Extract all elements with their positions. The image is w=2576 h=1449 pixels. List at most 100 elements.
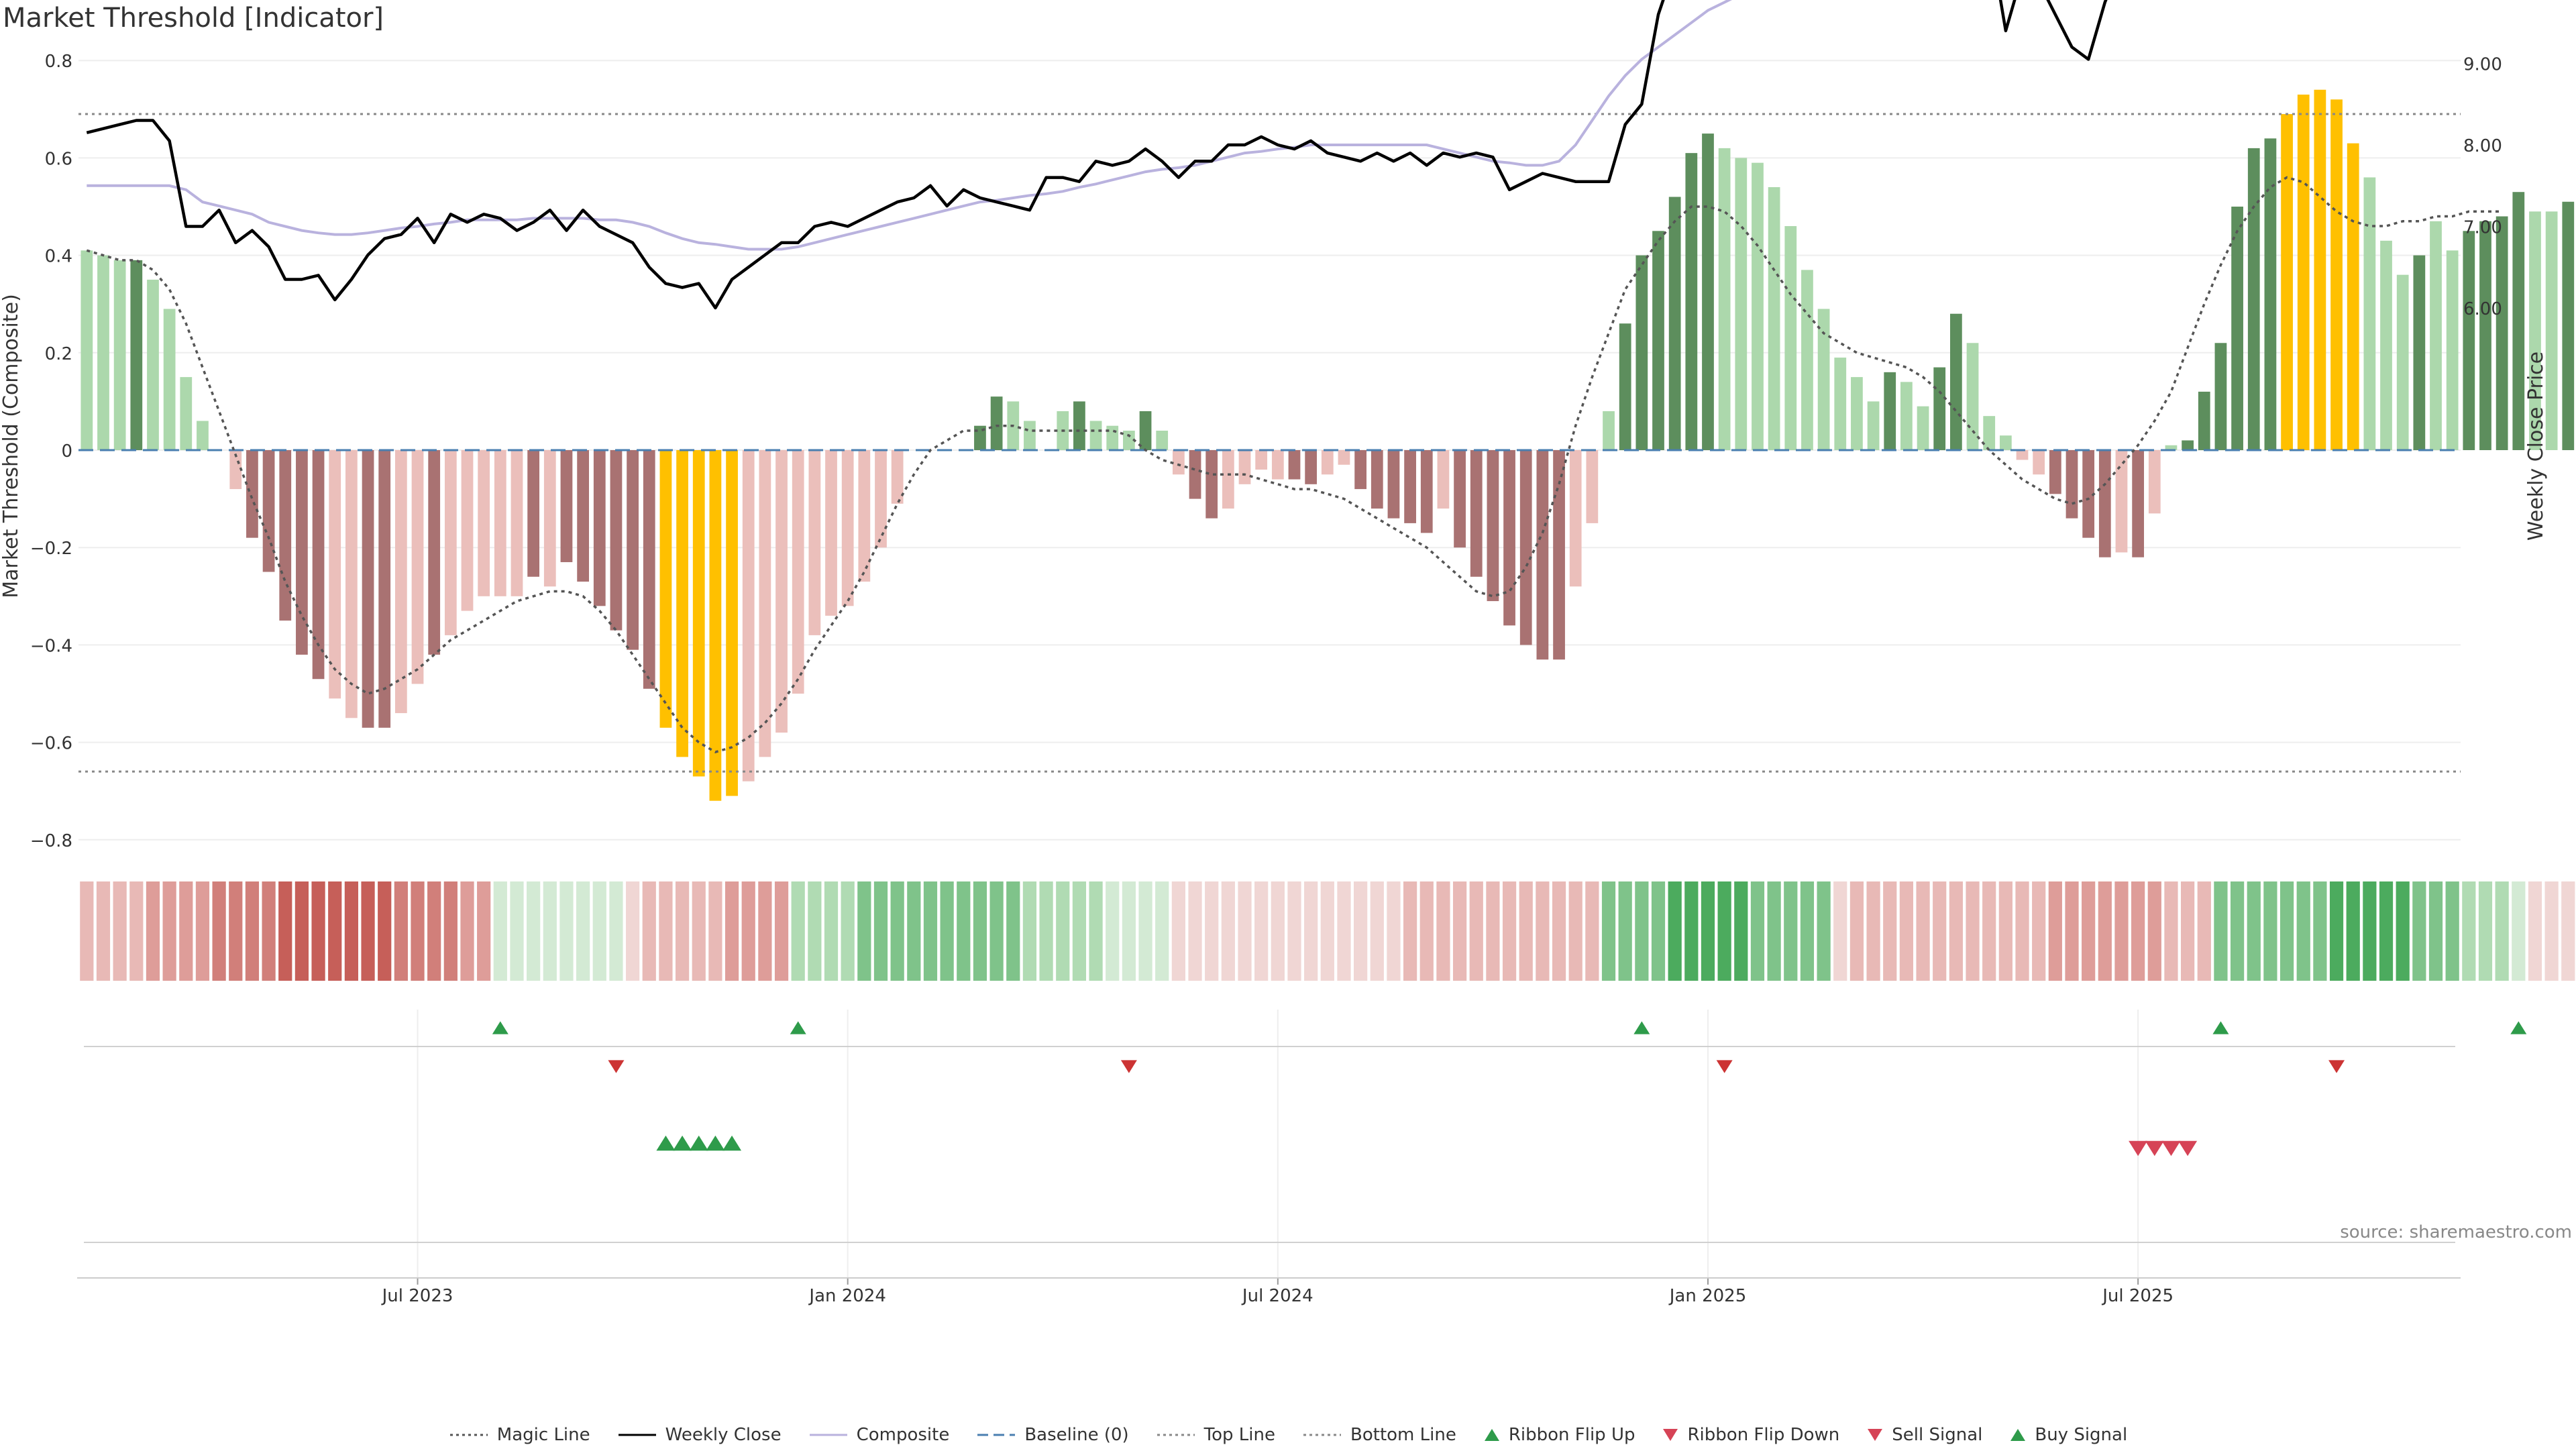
composite-bar bbox=[1073, 401, 1085, 450]
ribbon-cell bbox=[80, 881, 94, 981]
composite-bar bbox=[394, 450, 407, 714]
composite-bar bbox=[2413, 255, 2426, 450]
legend-triangle-up-icon bbox=[1484, 1429, 1499, 1441]
ribbon-cell bbox=[824, 881, 839, 981]
ribbon-cell bbox=[1618, 881, 1632, 981]
composite-bar bbox=[1205, 450, 1218, 519]
composite-bar bbox=[742, 450, 755, 782]
composite-bar bbox=[858, 450, 871, 582]
x-tick-label: Jul 2025 bbox=[2101, 1286, 2174, 1306]
ribbon-cell bbox=[1982, 881, 1996, 981]
legend-label: Bottom Line bbox=[1350, 1425, 1456, 1445]
ribbon-cell bbox=[1337, 881, 1351, 981]
ribbon-flip-down-marker bbox=[2328, 1060, 2345, 1073]
ribbon-cell bbox=[1072, 881, 1087, 981]
composite-bar bbox=[543, 450, 556, 587]
composite-bar bbox=[1288, 450, 1301, 480]
buy-signal-marker bbox=[722, 1135, 742, 1151]
ribbon-cell bbox=[1899, 881, 1914, 981]
composite-bar bbox=[1255, 450, 1268, 470]
y2-tick-label: 8.00 bbox=[2463, 136, 2502, 156]
ribbon-cell bbox=[1949, 881, 1963, 981]
legend-label: Magic Line bbox=[496, 1425, 590, 1445]
ribbon-cell bbox=[1998, 881, 2012, 981]
ribbon-cell bbox=[328, 881, 342, 981]
ribbon-cell bbox=[973, 881, 987, 981]
ribbon-cell bbox=[229, 881, 243, 981]
composite-bar bbox=[1519, 450, 1532, 645]
composite-bar bbox=[1420, 450, 1433, 533]
composite-bar bbox=[1371, 450, 1383, 509]
composite-bar bbox=[312, 450, 325, 680]
legend-label: Buy Signal bbox=[2035, 1425, 2128, 1445]
composite-bar bbox=[659, 450, 672, 728]
y-tick-label: 0.8 bbox=[45, 52, 72, 72]
legend-item: Magic Line bbox=[449, 1425, 590, 1445]
legend-label: Ribbon Flip Up bbox=[1508, 1425, 1635, 1445]
y-tick-label: 0 bbox=[61, 441, 72, 462]
legend: Magic Line Weekly Close Composite Baseline … bbox=[0, 1425, 2576, 1445]
ribbon-cell bbox=[724, 881, 739, 981]
composite-bar bbox=[1454, 450, 1466, 548]
ribbon-cell bbox=[1684, 881, 1699, 981]
composite-bar bbox=[461, 450, 474, 611]
legend-item: Composite bbox=[808, 1425, 949, 1445]
ribbon-cell bbox=[609, 881, 623, 981]
legend-label: Baseline (0) bbox=[1024, 1425, 1129, 1445]
ribbon-cell bbox=[1056, 881, 1070, 981]
composite-bar bbox=[511, 450, 523, 596]
ribbon-cell bbox=[1452, 881, 1467, 981]
composite-bar bbox=[2132, 450, 2145, 557]
composite-bar bbox=[2512, 192, 2525, 450]
ribbon-cell bbox=[2396, 881, 2410, 981]
ribbon-cell bbox=[543, 881, 557, 981]
composite-bar bbox=[2297, 95, 2310, 450]
y-tick-label: 0.2 bbox=[45, 344, 72, 364]
ribbon-cell bbox=[2082, 881, 2096, 981]
ribbon-cell bbox=[344, 881, 358, 981]
ribbon-cell bbox=[1006, 881, 1020, 981]
composite-bar bbox=[709, 450, 722, 801]
series-lines bbox=[78, 0, 2502, 773]
composite-bar bbox=[610, 450, 623, 631]
composite-bar bbox=[825, 450, 837, 616]
ribbon-cell bbox=[2363, 881, 2377, 981]
composite-bar bbox=[2016, 450, 2029, 460]
ribbon-cell bbox=[1287, 881, 1301, 981]
ribbon-cell bbox=[1171, 881, 1185, 981]
composite-bar bbox=[113, 260, 126, 450]
composite-bar bbox=[1635, 255, 1648, 450]
ribbon-flip-up-marker bbox=[790, 1021, 806, 1034]
x-tick-label: Jul 2023 bbox=[381, 1286, 453, 1306]
ribbon-cell bbox=[1155, 881, 1169, 981]
composite-bar bbox=[1586, 450, 1599, 523]
composite-bar bbox=[2463, 231, 2475, 450]
composite-bar bbox=[560, 450, 573, 562]
ribbon-cell bbox=[162, 881, 176, 981]
ribbon-cell bbox=[592, 881, 606, 981]
ribbon-cell bbox=[576, 881, 590, 981]
composite-bar bbox=[1668, 197, 1681, 450]
ribbon-cell bbox=[294, 881, 309, 981]
legend-label: Top Line bbox=[1203, 1425, 1275, 1445]
x-tick-label: Jan 2025 bbox=[1668, 1286, 1747, 1306]
composite-bar bbox=[1238, 450, 1251, 484]
legend-label: Sell Signal bbox=[1892, 1425, 1983, 1445]
ribbon-cell bbox=[2279, 881, 2294, 981]
ribbon-cell bbox=[791, 881, 805, 981]
composite-bar bbox=[2198, 391, 2210, 450]
composite-bar bbox=[2115, 450, 2128, 553]
composite-bar bbox=[974, 425, 986, 450]
composite-bar bbox=[1470, 450, 1483, 577]
ribbon-cell bbox=[1601, 881, 1616, 981]
buy-signal-marker bbox=[656, 1135, 676, 1151]
composite-bar bbox=[1652, 231, 1664, 450]
composite-bar bbox=[1718, 148, 1731, 450]
ribbon-flip-up-marker bbox=[492, 1021, 508, 1034]
composite-bar bbox=[2231, 207, 2243, 450]
ribbon-cell bbox=[378, 881, 392, 981]
legend-swatch bbox=[809, 1434, 847, 1436]
y2-axis-label: Weekly Close Price bbox=[2524, 352, 2548, 541]
ribbon-cell bbox=[1635, 881, 1649, 981]
ribbon-cell bbox=[1419, 881, 1434, 981]
